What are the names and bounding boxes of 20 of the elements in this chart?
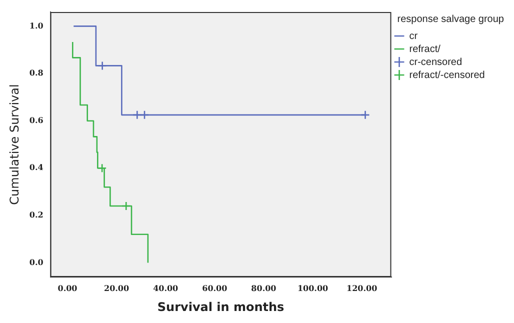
y-tick-label: 0.2 [29,210,44,220]
x-tick-label: 20.00 [104,282,130,293]
y-tick-label: 0.4 [29,162,44,172]
legend-label: refract/ [409,44,441,55]
legend-label: refract/-censored [409,70,485,81]
x-axis-title: Survival in months [157,300,284,314]
x-tick-label: 60.00 [202,282,228,293]
legend-label: cr [409,30,418,42]
x-tick-label: 100.00 [297,282,329,293]
x-tick-label: 120.00 [346,282,378,293]
y-tick-label: 0.0 [29,256,44,267]
x-tick-label: 80.00 [251,282,277,293]
y-tick-label: 0.8 [29,68,44,78]
y-tick-label: 1.0 [29,20,44,30]
y-axis-title: Cumulative Survival [7,84,22,205]
legend-title: response salvage group [397,14,504,25]
x-tick-label: 40.00 [153,282,179,293]
x-tick-label: 0.00 [58,282,78,293]
legend-label: cr-censored [409,56,462,68]
y-tick-label: 0.6 [29,114,44,125]
